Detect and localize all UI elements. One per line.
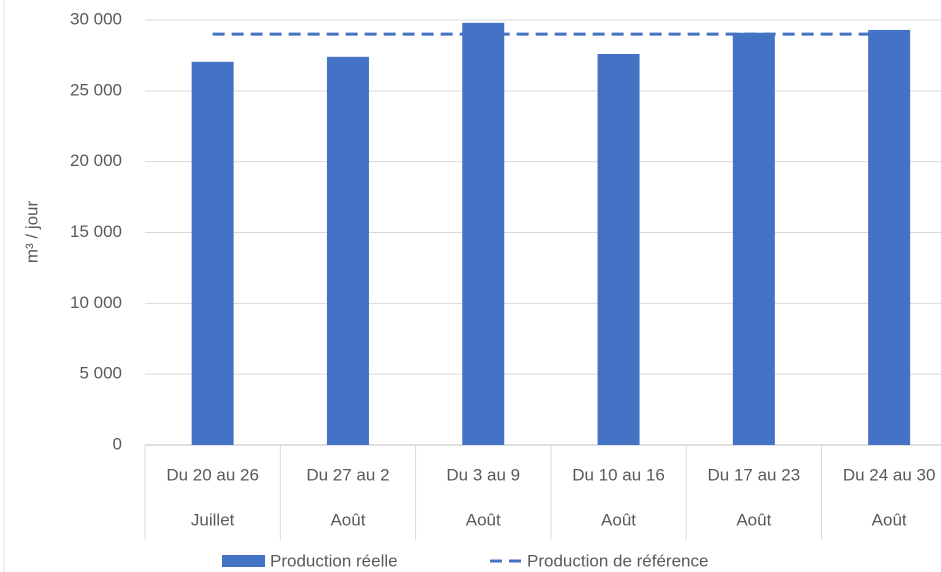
legend-label: Production réelle xyxy=(270,551,398,570)
group-label: Août xyxy=(466,510,501,529)
y-tick-label: 30 000 xyxy=(70,9,122,28)
y-tick-label: 15 000 xyxy=(70,222,122,241)
legend-swatch xyxy=(222,555,265,567)
x-tick-label: Du 27 au 2 xyxy=(306,465,389,484)
bar xyxy=(868,29,911,446)
y-tick-label: 10 000 xyxy=(70,293,122,312)
y-tick-label: 0 xyxy=(113,434,122,453)
legend-label: Production de référence xyxy=(527,551,708,570)
x-tick-label: Du 17 au 23 xyxy=(708,465,801,484)
group-label: Août xyxy=(601,510,636,529)
y-axis-label: m³ / jour xyxy=(22,200,41,263)
y-tick-label: 20 000 xyxy=(70,151,122,170)
x-tick-label: Du 20 au 26 xyxy=(166,465,259,484)
bar xyxy=(191,61,234,446)
group-label: Août xyxy=(736,510,771,529)
group-label: Août xyxy=(872,510,907,529)
x-tick-label: Du 10 au 16 xyxy=(572,465,665,484)
y-tick-label: 5 000 xyxy=(79,364,122,383)
bar xyxy=(732,32,775,445)
bar xyxy=(326,56,369,445)
group-label: Août xyxy=(330,510,365,529)
y-tick-label: 25 000 xyxy=(70,80,122,99)
bar xyxy=(462,22,505,445)
group-label: Juillet xyxy=(191,510,235,529)
x-tick-label: Du 3 au 9 xyxy=(446,465,520,484)
x-tick-label: Du 24 au 30 xyxy=(843,465,936,484)
bar xyxy=(597,54,640,445)
